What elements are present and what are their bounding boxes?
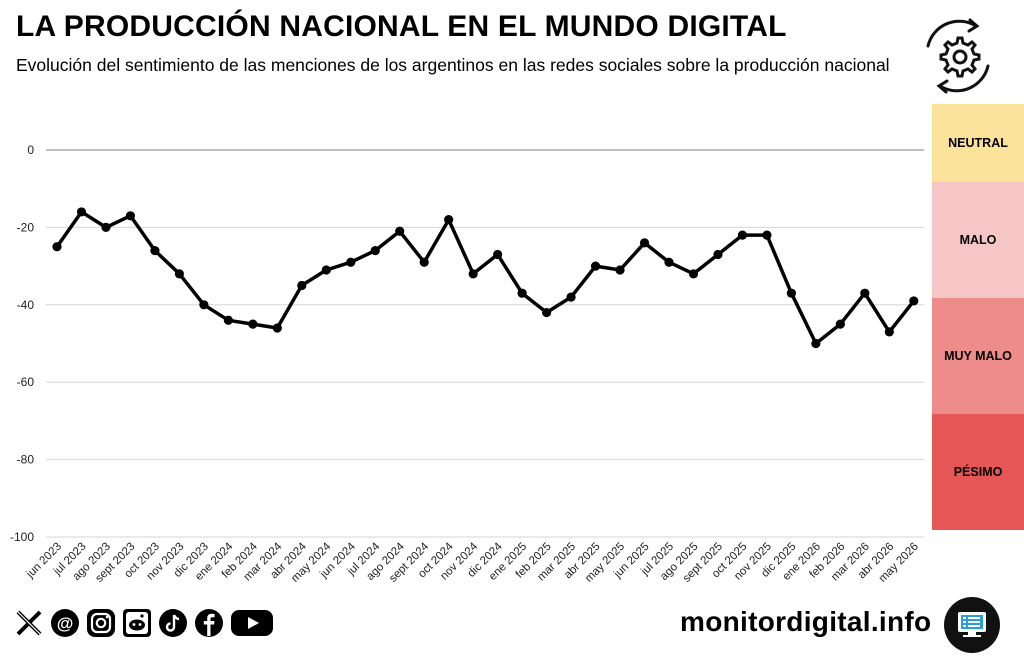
data-point — [762, 230, 772, 240]
data-point — [125, 211, 136, 221]
facebook-icon[interactable] — [194, 608, 224, 638]
data-point — [419, 257, 429, 267]
y-tick-label: -80 — [17, 453, 35, 467]
gear-refresh-icon — [926, 18, 990, 94]
data-point — [566, 292, 576, 302]
threads-icon[interactable]: @ — [50, 608, 80, 638]
data-point — [370, 246, 380, 256]
data-point — [395, 226, 405, 236]
data-point — [174, 269, 184, 279]
monitor-icon — [944, 597, 1000, 653]
series-line — [55, 210, 916, 346]
sentiment-band-1: NEUTRAL — [932, 104, 1024, 182]
data-point — [248, 319, 258, 329]
sentiment-band-2: MALO — [932, 182, 1024, 298]
data-point — [76, 207, 87, 217]
instagram-icon[interactable] — [86, 608, 116, 638]
data-point — [52, 242, 62, 252]
data-point — [223, 315, 233, 325]
data-point — [860, 288, 870, 298]
data-point — [517, 288, 527, 298]
data-point — [199, 300, 209, 310]
page-subtitle: Evolución del sentimiento de las mencion… — [16, 55, 890, 75]
sentiment-band-3: MUY MALO — [932, 298, 1024, 414]
data-point — [542, 307, 552, 318]
data-point — [297, 280, 307, 291]
data-point — [688, 269, 699, 279]
data-point — [101, 222, 111, 232]
y-tick-label: -100 — [10, 530, 34, 544]
y-tick-label: -60 — [17, 375, 35, 389]
data-point — [272, 323, 282, 333]
data-point — [346, 257, 356, 267]
y-tick-label: 0 — [27, 143, 34, 157]
social-icons: @ — [14, 608, 274, 638]
reddit-icon[interactable] — [122, 608, 152, 638]
tiktok-icon[interactable] — [158, 608, 188, 638]
y-tick-label: -40 — [17, 298, 35, 312]
page-title: LA PRODUCCIÓN NACIONAL EN EL MUNDO DIGIT… — [16, 10, 787, 43]
data-point — [737, 230, 748, 240]
youtube-icon[interactable] — [230, 608, 274, 638]
svg-text:@: @ — [57, 614, 74, 633]
data-point — [615, 265, 625, 275]
site-url[interactable]: monitordigital.info — [680, 606, 932, 637]
y-tick-label: -20 — [17, 220, 35, 234]
x-icon[interactable] — [14, 608, 44, 638]
data-point — [150, 246, 160, 256]
data-point — [786, 288, 797, 298]
sentiment-band-4: PÉSIMO — [932, 414, 1024, 530]
data-point — [321, 265, 331, 275]
data-point — [835, 319, 845, 329]
data-point — [590, 261, 601, 271]
data-point — [909, 296, 919, 306]
data-point — [713, 249, 723, 260]
data-point — [493, 249, 503, 260]
data-point — [664, 257, 674, 267]
data-point — [811, 338, 821, 349]
data-point — [639, 238, 650, 248]
data-point — [444, 215, 454, 225]
data-point — [884, 327, 894, 337]
data-point — [468, 269, 478, 279]
